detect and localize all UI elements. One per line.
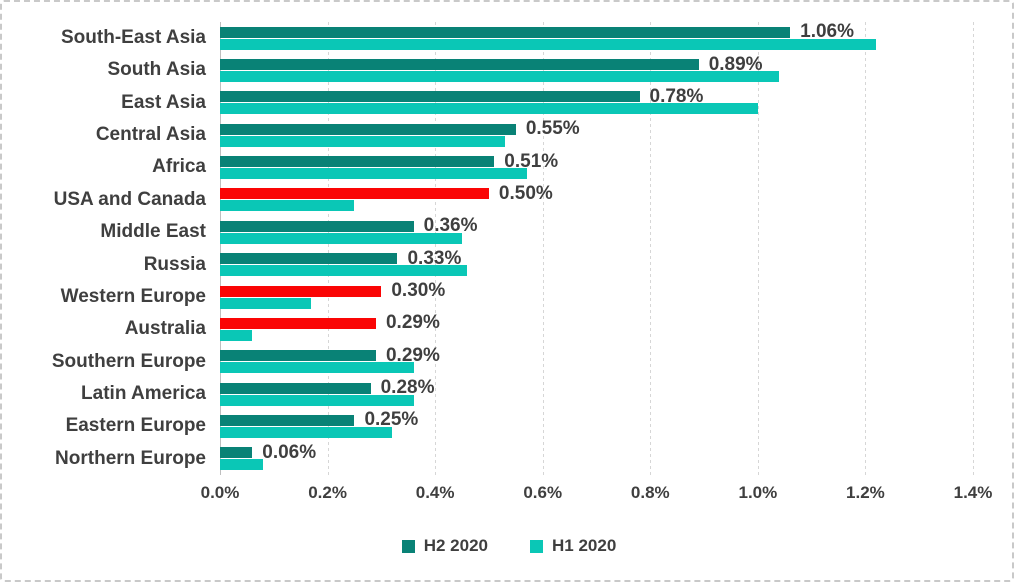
chart-row: 0.30%: [220, 280, 973, 313]
gridline: [327, 22, 329, 475]
bar-h2-2020: [220, 447, 253, 459]
bar-h2-2020: [220, 156, 495, 168]
legend: H2 2020 H1 2020: [2, 536, 1012, 556]
category-label: Eastern Europe: [65, 415, 206, 437]
legend-label-h1-2020: H1 2020: [552, 536, 617, 555]
legend-label-h2-2020: H2 2020: [423, 536, 488, 555]
bar-h1-2020: [220, 232, 463, 244]
chart-row: 0.33%: [220, 247, 973, 281]
chart-row: 0.36%: [220, 215, 973, 248]
gridline: [757, 22, 759, 475]
x-tick-label: 1.4%: [953, 483, 993, 502]
chart-row: 0.50%: [220, 182, 973, 216]
plot-area: 1.06% 0.89% 0.78% 0.55% 0.51% 0.50% 0.36% 0.33%…: [220, 21, 974, 475]
data-label: 0.30%: [391, 280, 446, 302]
category-label: Western Europe: [60, 285, 206, 307]
bar-h1-2020: [220, 135, 506, 147]
chart-row: 0.51%: [220, 151, 973, 183]
data-label: 0.78%: [649, 85, 704, 107]
bar-h1-2020: [220, 265, 468, 277]
chart-row: 0.25%: [220, 409, 973, 442]
category-label: Middle East: [100, 221, 206, 243]
legend-swatch-h1-2020: [530, 539, 543, 553]
bar-h1-2020: [220, 168, 527, 180]
x-tick-label: 1.2%: [846, 483, 885, 502]
bar-h2-2020: [220, 123, 516, 135]
bar-h2-2020: [220, 220, 414, 232]
category-label: Northern Europe: [55, 447, 206, 469]
bar-h2-2020-highlighted: [220, 188, 489, 200]
gridline: [865, 22, 867, 475]
legend-swatch-h2-2020: [401, 539, 415, 553]
x-tick-label: 1.0%: [738, 483, 778, 502]
x-tick-label: 0.8%: [630, 483, 670, 502]
data-label: 0.50%: [498, 182, 553, 204]
category-label: South Asia: [107, 59, 206, 81]
data-label: 0.33%: [407, 247, 462, 269]
bar-h2-2020: [220, 59, 699, 71]
chart-row: 0.29%: [220, 344, 973, 378]
data-label: 0.29%: [385, 344, 440, 366]
data-label: 0.06%: [262, 441, 317, 463]
data-label: 0.51%: [504, 150, 559, 172]
category-label: Southern Europe: [51, 350, 206, 372]
gridline: [650, 22, 652, 475]
bar-h2-2020: [220, 253, 398, 265]
chart-row: 0.55%: [220, 118, 973, 151]
category-label: USA and Canada: [53, 188, 206, 210]
bar-h1-2020: [220, 394, 414, 406]
data-label: 0.29%: [385, 312, 440, 334]
bar-h1-2020: [220, 297, 312, 309]
value-axis: 0.0% 0.2% 0.4% 0.6% 0.8% 1.0% 1.2% 1.4%: [2, 483, 1012, 507]
data-label: 0.89%: [708, 53, 763, 75]
category-label: Central Asia: [95, 124, 206, 146]
data-label: 0.36%: [423, 215, 478, 237]
bar-h2-2020: [220, 414, 355, 426]
bar-h1-2020: [220, 362, 414, 374]
bar-h1-2020: [220, 103, 758, 115]
gridline: [973, 22, 974, 475]
data-label: 0.55%: [525, 118, 580, 140]
bar-h1-2020: [220, 329, 253, 341]
chart-row: 0.89%: [220, 54, 973, 86]
category-label: Australia: [124, 318, 206, 340]
category-label: Latin America: [81, 382, 206, 404]
legend-item-h1-2020: H1 2020: [530, 536, 616, 556]
chart-row: 0.29%: [220, 312, 973, 345]
bar-h1-2020: [220, 71, 780, 83]
bar-h2-2020: [220, 350, 376, 362]
bar-h2-2020-highlighted: [220, 317, 376, 329]
category-axis: South-East Asia South Asia East Asia Centra…: [2, 22, 206, 475]
bar-h2-2020: [220, 382, 371, 394]
chart-row: 0.28%: [220, 377, 973, 410]
bar-h1-2020: [220, 426, 393, 438]
bar-h2-2020-highlighted: [220, 285, 382, 297]
x-tick-label: 0.2%: [308, 483, 347, 502]
legend-item-h2-2020: H2 2020: [401, 536, 488, 556]
chart-row: 0.06%: [220, 441, 973, 475]
bar-h1-2020: [220, 38, 877, 50]
data-label: 1.06%: [800, 21, 854, 43]
category-label: East Asia: [121, 91, 206, 113]
data-label: 0.25%: [364, 409, 419, 431]
data-label: 0.28%: [380, 377, 435, 399]
category-label: South-East Asia: [61, 27, 206, 48]
x-tick-label: 0.4%: [415, 483, 455, 502]
chart-row: 0.78%: [220, 85, 973, 119]
bar-h1-2020: [220, 200, 355, 212]
bar-h2-2020: [220, 26, 791, 38]
y-axis-line: [220, 22, 221, 475]
category-label: Russia: [143, 253, 206, 275]
gridline: [435, 22, 437, 475]
bar-h1-2020: [220, 459, 264, 471]
gridline: [542, 22, 544, 475]
bar-h2-2020: [220, 91, 640, 103]
x-tick-label: 0.0%: [200, 483, 240, 502]
chart-row: 1.06%: [220, 21, 973, 54]
x-tick-label: 0.6%: [523, 483, 563, 502]
category-label: Africa: [152, 156, 206, 178]
